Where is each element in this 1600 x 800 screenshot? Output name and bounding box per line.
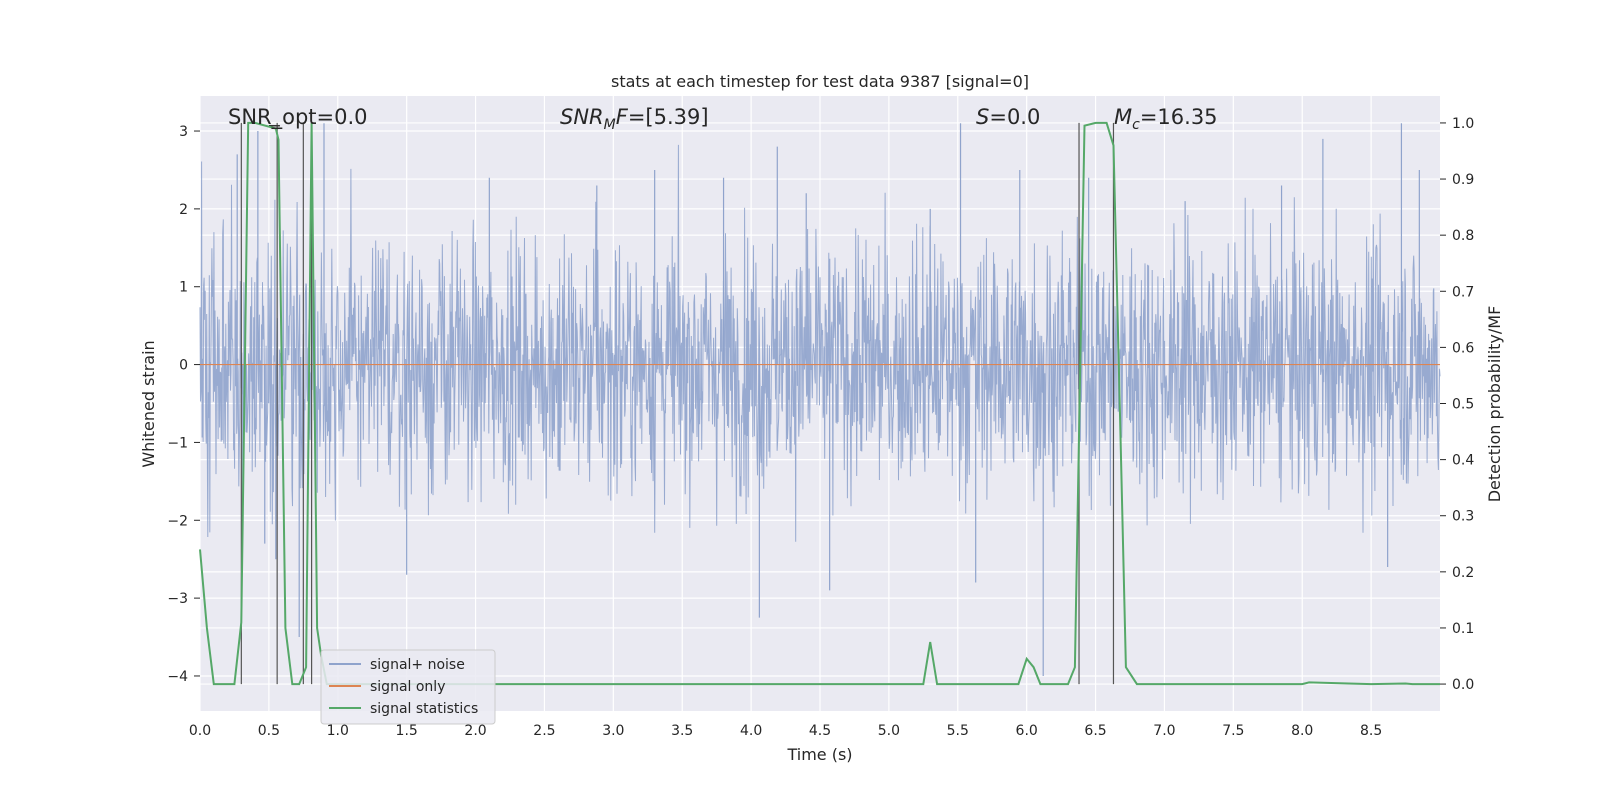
annotation-snr-mf-value: =[5.39]: [628, 105, 709, 129]
annotation-mc-value: =16.35: [1140, 105, 1218, 129]
annotation-mc: Mc=16.35: [1114, 105, 1218, 133]
legend-label-stats: signal statistics: [370, 701, 478, 717]
legend: signal+ noise signal only signal statist…: [320, 649, 496, 725]
noise-line: [199, 144, 1441, 542]
x-tick-label: 5.0: [878, 723, 900, 739]
x-tick-label: 5.5: [947, 723, 969, 739]
y2-tick-label: 0.1: [1452, 621, 1474, 637]
annotation-snr-opt: SNR_opt=0.0: [228, 105, 368, 130]
legend-box: [320, 649, 496, 725]
x-tick-label: 7.5: [1222, 723, 1244, 739]
x-tick-labels: 0.0 0.5 1.0 1.5 2.0 2.5 3.0 3.5 4.0 4.5 5.0 5.5 6.0 6…: [189, 723, 1382, 739]
x-tick-label: 0.5: [258, 723, 280, 739]
y2-tick-label: 0.9: [1452, 172, 1474, 188]
x-tick-label: 2.0: [464, 723, 486, 739]
x-tick-label: 3.0: [602, 723, 624, 739]
signal-noise-series: [199, 123, 1441, 676]
x-tick-label: 4.5: [809, 723, 831, 739]
annotation-s: S=0.0: [976, 105, 1040, 129]
y2-axis-label: Detection probability/MF: [1485, 306, 1504, 503]
y2-tick-label: 0.8: [1452, 228, 1474, 244]
y-tick-label: 3: [179, 124, 188, 140]
signal-statistics-line: [199, 121, 1440, 686]
x-tick-label: 7.0: [1153, 723, 1175, 739]
y-tick-labels: −4 −3 −2 −1 0 1 2 3: [167, 124, 200, 685]
x-tick-label: 4.0: [740, 723, 762, 739]
x-tick-label: 6.0: [1016, 723, 1038, 739]
legend-label-noise: signal+ noise: [370, 657, 465, 673]
y-axis-label: Whitened strain: [139, 340, 158, 467]
y-tick-label: 2: [179, 202, 188, 218]
y2-tick-label: 0.6: [1452, 340, 1474, 356]
y-tick-label: −3: [167, 591, 188, 607]
y2-tick-label: 0.7: [1452, 284, 1474, 300]
y-tick-label: 0: [179, 358, 188, 374]
x-tick-label: 1.0: [327, 723, 349, 739]
y2-tick-label: 0.2: [1452, 565, 1474, 581]
chart-title: stats at each timestep for test data 938…: [611, 72, 1029, 91]
legend-label-signal: signal only: [370, 679, 445, 695]
annotation-s-value: =0.0: [989, 105, 1040, 129]
y-tick-label: −1: [167, 435, 188, 451]
x-tick-label: 6.5: [1084, 723, 1106, 739]
x-tick-label: 2.5: [533, 723, 555, 739]
y2-tick-label: 0.0: [1452, 677, 1474, 693]
y-tick-label: −4: [167, 669, 188, 685]
x-tick-label: 3.5: [671, 723, 693, 739]
y2-tick-label: 0.3: [1452, 509, 1474, 525]
x-axis-label: Time (s): [786, 745, 852, 764]
y2-tick-label: 1.0: [1452, 116, 1474, 132]
x-tick-label: 0.0: [189, 723, 211, 739]
y2-tick-labels: 0.0 0.1 0.2 0.3 0.4 0.5 0.6 0.7 0.8 0.9 1.0: [1440, 116, 1474, 693]
y2-tick-label: 0.4: [1452, 453, 1474, 469]
x-tick-label: 1.5: [396, 723, 418, 739]
y-tick-label: 1: [179, 280, 188, 296]
x-tick-label: 8.5: [1360, 723, 1382, 739]
y-tick-label: −2: [167, 513, 188, 529]
annotation-snr-mf: SNRMF=[5.39]: [560, 105, 709, 133]
y2-tick-label: 0.5: [1452, 397, 1474, 413]
x-tick-label: 8.0: [1291, 723, 1313, 739]
signal-statistics-series: [199, 121, 1440, 686]
